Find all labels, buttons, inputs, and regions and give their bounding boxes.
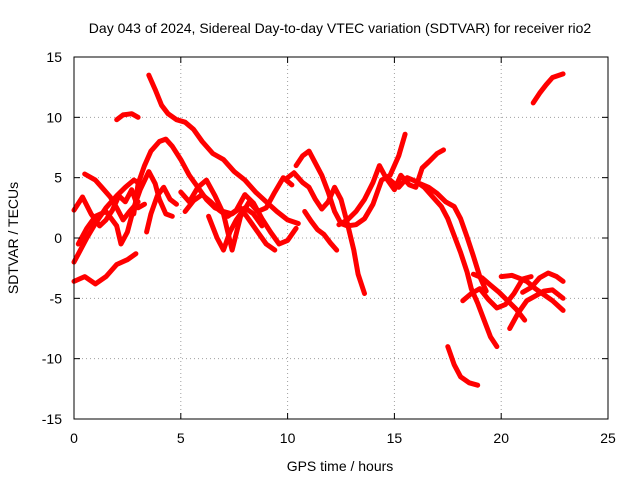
x-tick-label: 20 xyxy=(493,430,509,446)
x-tick-label: 5 xyxy=(177,430,185,446)
series-arc-12 xyxy=(206,205,265,253)
x-tick-label: 15 xyxy=(387,430,403,446)
x-tick-label: 25 xyxy=(600,430,616,446)
series-arc-24 xyxy=(520,270,566,295)
y-tick-label: -10 xyxy=(42,351,62,367)
series-arc-3 xyxy=(71,187,147,229)
series-arc-16 xyxy=(336,147,446,228)
series-arc-11 xyxy=(182,192,299,247)
series-arc-19 xyxy=(445,344,481,388)
grid-layer xyxy=(74,57,608,419)
series-arc-25 xyxy=(530,71,566,106)
y-tick-label: 15 xyxy=(46,49,62,65)
tick-layer: 0 5 10 15 20 25 -15 -10 -5 0 5 10 15 xyxy=(42,49,616,446)
series-arc-2 xyxy=(71,177,143,265)
series-arc-17 xyxy=(387,175,500,350)
x-tick-label: 10 xyxy=(280,430,296,446)
series-arc-20 xyxy=(460,274,534,311)
x-tick-label: 0 xyxy=(70,430,78,446)
series-arc-10 xyxy=(178,175,295,253)
series-arc-4 xyxy=(82,171,141,223)
y-axis-label: SDTVAR / TECUs xyxy=(5,182,21,294)
chart-title: Day 043 of 2024, Sidereal Day-to-day VTE… xyxy=(89,20,592,36)
y-tick-label: -5 xyxy=(50,290,63,306)
series-arc-15 xyxy=(302,209,340,253)
y-tick-label: 0 xyxy=(54,230,62,246)
series-arc-23 xyxy=(507,287,566,331)
y-tick-label: 10 xyxy=(46,109,62,125)
series-arc-13 xyxy=(285,170,367,296)
x-axis-label: GPS time / hours xyxy=(287,458,394,474)
data-layer xyxy=(71,71,566,388)
series-arc-9 xyxy=(144,184,179,235)
series-arc-21 xyxy=(470,271,528,323)
series-arc-6 xyxy=(114,111,141,123)
series-arc-18 xyxy=(417,181,489,294)
y-tick-label: -15 xyxy=(42,411,62,427)
series-arc-1 xyxy=(71,251,139,287)
y-tick-label: 5 xyxy=(54,170,62,186)
